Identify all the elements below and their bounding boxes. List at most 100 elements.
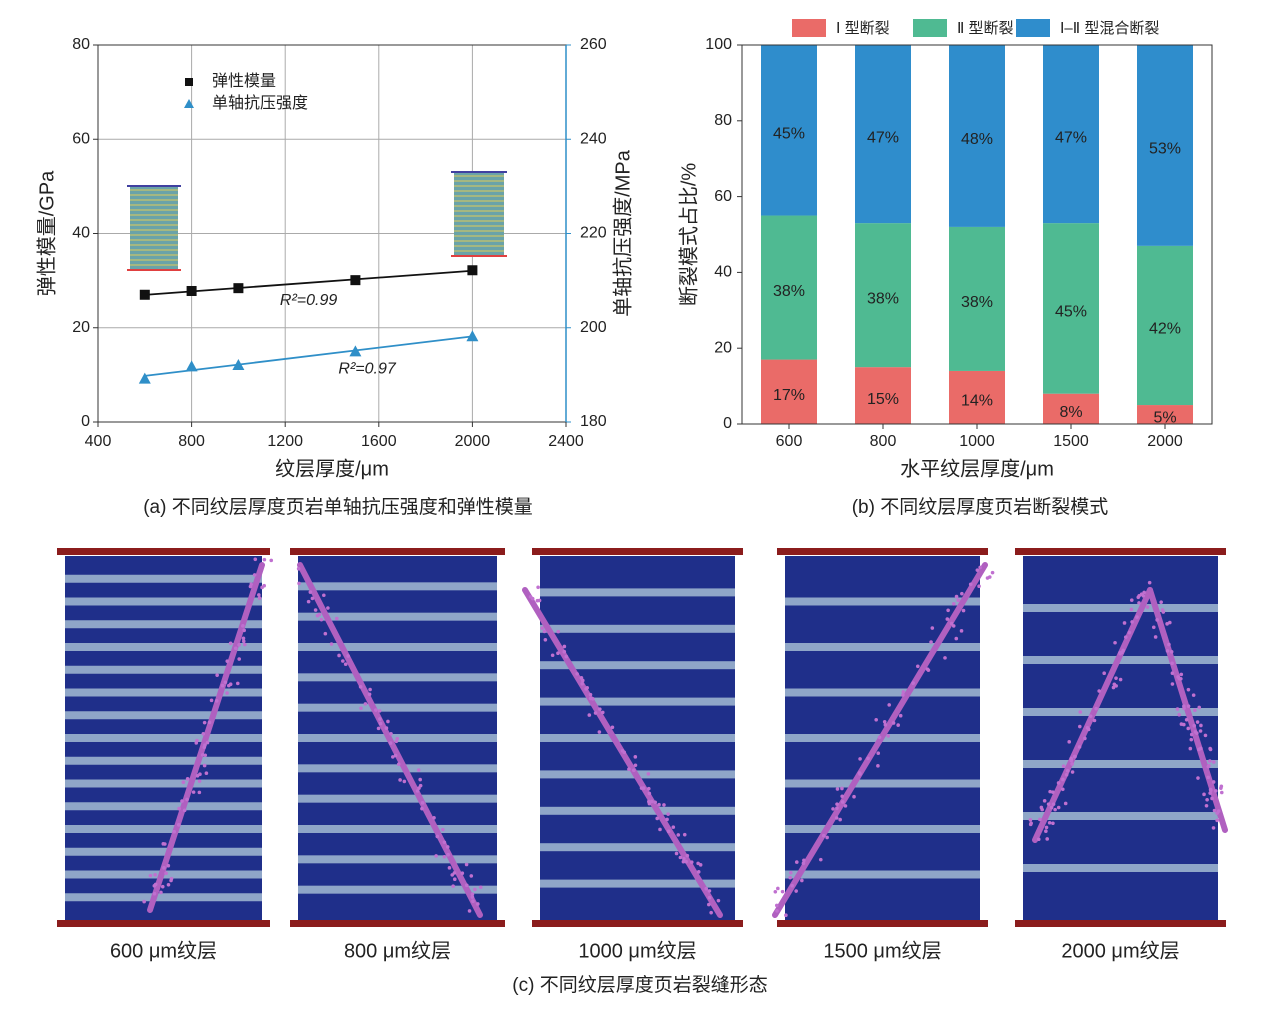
- damage-dot: [1056, 781, 1061, 785]
- damage-dot: [801, 861, 806, 866]
- damage-dot: [358, 684, 363, 689]
- damage-dot: [241, 639, 246, 644]
- damage-dot: [418, 783, 423, 788]
- y-tick-label: 80: [72, 36, 90, 53]
- damage-dot: [388, 741, 393, 745]
- value-label: 45%: [1055, 304, 1087, 321]
- x-tick-label: 1500: [1053, 433, 1089, 450]
- damage-dot: [1165, 649, 1170, 653]
- damage-dot: [197, 790, 202, 795]
- damage-dot: [1211, 780, 1216, 784]
- damage-dot: [386, 719, 390, 724]
- damage-dot: [226, 683, 231, 688]
- damage-dot: [1072, 754, 1077, 759]
- damage-dot: [877, 735, 882, 740]
- damage-dot: [682, 832, 687, 837]
- x-axis-label: 水平纹层厚度/μm: [900, 457, 1054, 480]
- damage-dot: [1044, 825, 1049, 830]
- damage-dot: [203, 743, 207, 747]
- damage-dot: [536, 585, 540, 590]
- damage-dot: [1038, 817, 1042, 822]
- lamina: [65, 688, 262, 697]
- y-axis-label: 断裂模式占比/%: [677, 163, 700, 307]
- inset-specimen: [127, 185, 181, 271]
- bar-segment: [1137, 245, 1193, 406]
- damage-dot: [657, 802, 661, 807]
- x-tick-label: 1600: [361, 433, 397, 450]
- damage-dot: [473, 887, 477, 892]
- lamina: [65, 574, 262, 583]
- damage-dot: [396, 762, 401, 766]
- damage-dot: [535, 598, 540, 603]
- damage-dot: [1197, 705, 1202, 710]
- damage-dot: [1042, 799, 1047, 803]
- damage-dot: [658, 827, 662, 832]
- y-axis-label: 弹性模量/GPa: [35, 170, 58, 296]
- lamina: [65, 802, 262, 811]
- damage-dot: [235, 681, 240, 686]
- damage-dot: [831, 807, 835, 811]
- damage-dot: [418, 777, 422, 782]
- damage-dot: [707, 889, 712, 893]
- damage-dot: [886, 734, 891, 738]
- damage-dot: [393, 753, 398, 758]
- damage-dot: [159, 890, 163, 895]
- damage-dot: [176, 823, 181, 827]
- lamina: [65, 643, 262, 651]
- damage-dot: [1182, 722, 1186, 727]
- damage-dot: [241, 624, 245, 628]
- damage-dot: [716, 898, 721, 903]
- damage-dot: [580, 678, 585, 683]
- bar-segment: [855, 367, 911, 424]
- damage-dot: [334, 616, 339, 621]
- damage-dot: [821, 833, 826, 838]
- y-tick-label: 60: [714, 188, 732, 205]
- damage-dot: [237, 657, 242, 661]
- damage-dot: [460, 871, 465, 875]
- loading-plate-top: [777, 548, 988, 555]
- damage-dot: [1130, 620, 1134, 624]
- damage-dot: [359, 706, 363, 711]
- damage-dot: [228, 641, 233, 646]
- damage-dot: [835, 802, 839, 806]
- damage-dot: [1097, 689, 1101, 693]
- damage-dot: [883, 723, 888, 727]
- damage-dot: [1208, 791, 1212, 795]
- damage-dot: [191, 790, 196, 794]
- damage-dot: [945, 617, 950, 621]
- damage-dot: [1078, 710, 1083, 714]
- damage-dot: [243, 642, 247, 647]
- bar-segment: [949, 226, 1005, 371]
- damage-dot: [858, 772, 862, 776]
- loading-plate-top: [57, 548, 270, 555]
- loading-plate-bottom: [777, 920, 988, 927]
- damage-dot: [949, 621, 954, 626]
- trend-line: [144, 269, 473, 296]
- lamina: [540, 734, 735, 742]
- damage-dot: [1120, 650, 1124, 655]
- damage-dot: [678, 855, 683, 860]
- point: [466, 330, 479, 342]
- damage-dot: [788, 875, 792, 880]
- damage-dot: [1198, 729, 1203, 733]
- y-tick-label: 20: [714, 339, 732, 356]
- y-tick-label: 60: [72, 130, 90, 147]
- lamina: [540, 879, 735, 888]
- damage-dot: [784, 913, 788, 918]
- lamina: [1023, 864, 1218, 872]
- damage-dot: [260, 585, 264, 590]
- specimen-label: 1500 μm纹层: [823, 939, 941, 962]
- damage-dot: [1113, 640, 1117, 645]
- damage-dot: [653, 800, 658, 805]
- lamina: [65, 825, 262, 833]
- y-tick-label: 40: [714, 264, 732, 281]
- damage-dot: [689, 860, 694, 864]
- damage-dot: [376, 726, 381, 731]
- damage-dot: [1169, 650, 1174, 654]
- damage-dot: [633, 755, 638, 759]
- damage-dot: [800, 878, 804, 883]
- damage-dot: [650, 799, 654, 804]
- lamina: [298, 764, 497, 773]
- damage-dot: [441, 827, 445, 832]
- damage-dot: [646, 772, 651, 776]
